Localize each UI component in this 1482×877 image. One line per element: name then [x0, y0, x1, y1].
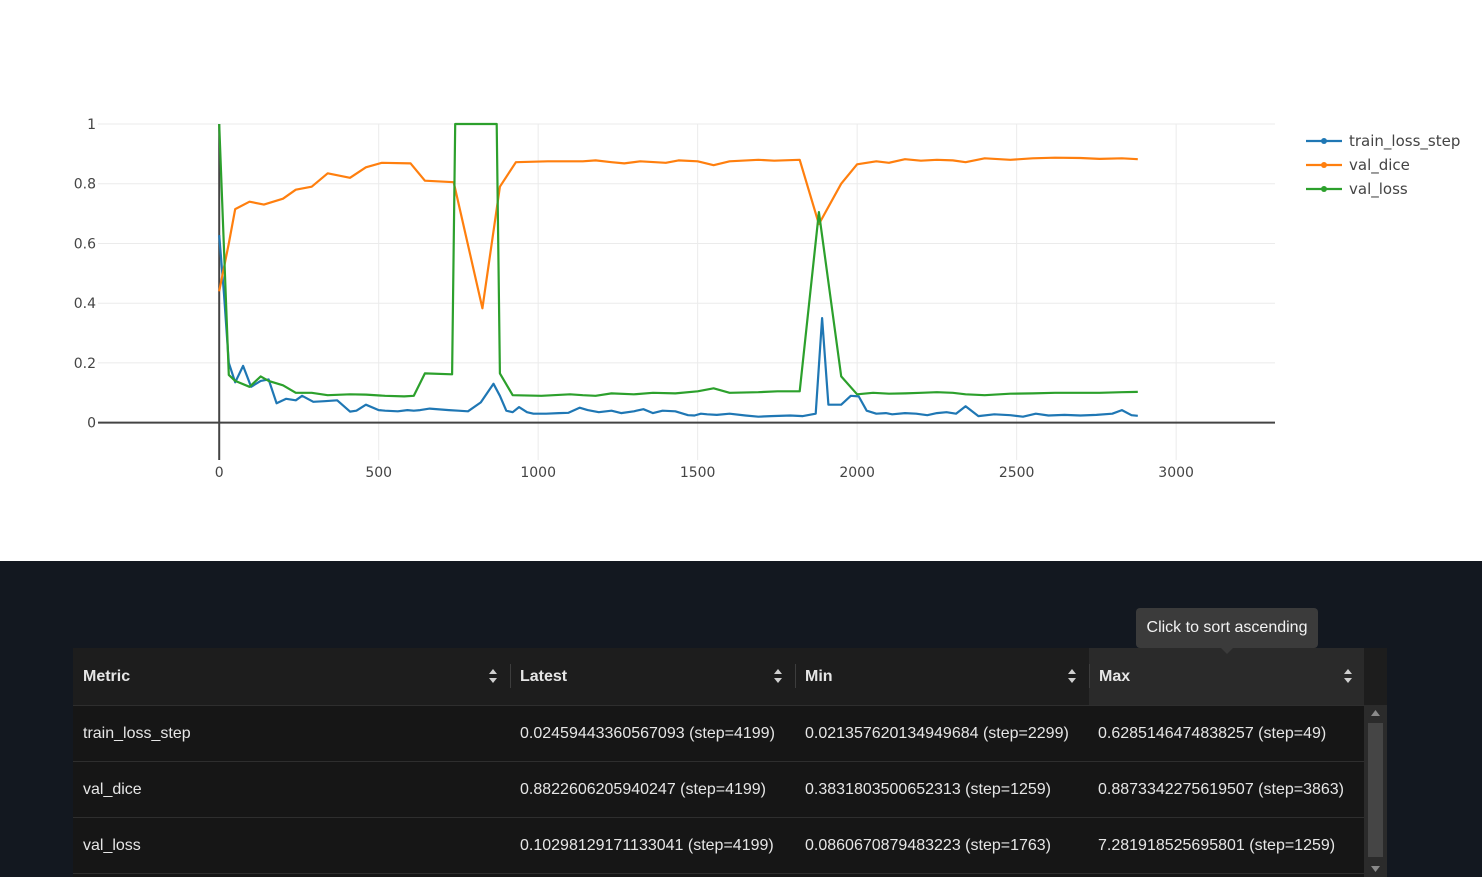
sort-tooltip: Click to sort ascending — [1136, 608, 1318, 648]
cell-max: 0.6285146474838257 (step=49) — [1098, 725, 1327, 742]
gridlines — [98, 123, 1275, 460]
series-lines — [218, 122, 1138, 418]
column-header-label: Max — [1099, 668, 1131, 685]
cell-latest: 0.10298129171133041 (step=4199) — [520, 837, 774, 854]
y-tick-label: 0.8 — [74, 177, 96, 193]
x-tick-label: 500 — [365, 465, 392, 481]
cell-metric: train_loss_step — [83, 725, 191, 742]
y-tick-label: 0 — [87, 416, 96, 432]
metrics-table: Metric Latest Min Max train_loss_step 0.… — [73, 648, 1387, 877]
legend-label-val_dice[interactable]: val_dice — [1349, 156, 1410, 175]
line-chart: 0 0.2 0.4 0.6 0.8 1 0 500 1000 1500 2000 2500 3000 t… — [74, 117, 1461, 481]
column-header-label: Min — [805, 668, 833, 685]
tooltip-arrow — [1221, 648, 1233, 654]
cell-metric: val_loss — [83, 837, 141, 854]
table-scrollbar[interactable] — [1364, 705, 1387, 877]
cell-min: 0.0860670879483223 (step=1763) — [805, 837, 1051, 854]
header-filler — [1364, 648, 1387, 705]
x-tick-label: 1000 — [520, 465, 556, 481]
legend-marker-val_dice[interactable] — [1321, 162, 1327, 168]
scroll-down-arrow-icon[interactable] — [1370, 865, 1381, 873]
legend-marker-val_loss[interactable] — [1321, 186, 1327, 192]
series-line-train_loss_step[interactable] — [218, 235, 1138, 418]
legend-marker-train_loss_step[interactable] — [1321, 138, 1327, 144]
x-tick-label: 2500 — [999, 465, 1035, 481]
column-header-latest[interactable]: Latest — [510, 648, 795, 705]
cell-min: 0.021357620134949684 (step=2299) — [805, 725, 1069, 742]
table-row[interactable]: val_dice 0.8822606205940247 (step=4199) … — [73, 762, 1364, 818]
cell-latest: 0.02459443360567093 (step=4199) — [520, 725, 775, 742]
y-tick-label: 1 — [87, 117, 96, 133]
sort-icon[interactable] — [1067, 668, 1077, 684]
table-row[interactable]: train_loss_step 0.02459443360567093 (ste… — [73, 706, 1364, 762]
column-header-label: Latest — [520, 668, 568, 685]
sort-icon[interactable] — [488, 668, 498, 684]
scroll-thumb[interactable] — [1368, 723, 1383, 857]
chart-area: 0 0.2 0.4 0.6 0.8 1 0 500 1000 1500 2000 2500 3000 t… — [73, 117, 1461, 481]
cell-max: 0.8873342275619507 (step=3863) — [1098, 781, 1344, 798]
cell-min: 0.3831803500652313 (step=1259) — [805, 781, 1051, 798]
series-line-val_loss[interactable] — [218, 122, 1138, 398]
legend: train_loss_step val_dice val_loss — [1306, 132, 1460, 199]
cell-max: 7.281918525695801 (step=1259) — [1098, 837, 1336, 854]
y-tick-label: 0.6 — [74, 236, 96, 252]
column-header-label: Metric — [83, 668, 131, 685]
x-tick-label: 3000 — [1158, 465, 1194, 481]
x-tick-label: 1500 — [680, 465, 716, 481]
table-header-row: Metric Latest Min Max — [73, 648, 1364, 706]
axes — [98, 124, 1275, 460]
column-header-max[interactable]: Max — [1089, 648, 1364, 705]
column-header-metric[interactable]: Metric — [73, 648, 510, 705]
x-tick-label: 0 — [215, 465, 224, 481]
cell-metric: val_dice — [83, 781, 142, 798]
sort-icon[interactable] — [1343, 668, 1353, 684]
cell-latest: 0.8822606205940247 (step=4199) — [520, 781, 766, 798]
tick-labels: 0 0.2 0.4 0.6 0.8 1 0 500 1000 1500 2000 2500 3000 — [74, 117, 1194, 481]
x-tick-label: 2000 — [839, 465, 875, 481]
column-header-min[interactable]: Min — [795, 648, 1089, 705]
table-row[interactable]: val_loss 0.10298129171133041 (step=4199)… — [73, 818, 1364, 874]
legend-label-val_loss[interactable]: val_loss — [1349, 180, 1408, 199]
y-tick-label: 0.2 — [74, 356, 96, 372]
legend-label-train_loss_step[interactable]: train_loss_step — [1349, 132, 1460, 151]
y-tick-label: 0.4 — [74, 296, 96, 312]
series-line-val_dice[interactable] — [218, 156, 1138, 310]
sort-icon[interactable] — [773, 668, 783, 684]
scroll-up-arrow-icon[interactable] — [1370, 709, 1381, 717]
